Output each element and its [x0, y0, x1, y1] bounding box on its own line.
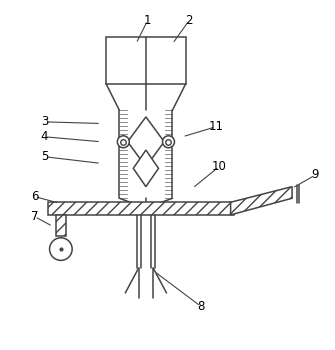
Bar — [48, 202, 234, 215]
Circle shape — [50, 238, 72, 260]
Bar — [106, 37, 186, 84]
Polygon shape — [128, 117, 164, 167]
Text: 4: 4 — [41, 130, 48, 143]
Circle shape — [117, 136, 129, 148]
Text: 11: 11 — [208, 120, 223, 133]
Text: 8: 8 — [197, 300, 204, 313]
Text: 6: 6 — [31, 190, 39, 203]
Text: 2: 2 — [185, 14, 193, 27]
Polygon shape — [133, 150, 158, 187]
Text: 9: 9 — [312, 168, 319, 182]
Circle shape — [162, 136, 175, 148]
Text: 1: 1 — [144, 14, 151, 27]
Text: 10: 10 — [212, 160, 226, 173]
Text: 7: 7 — [31, 210, 39, 223]
Text: 5: 5 — [41, 150, 48, 163]
Polygon shape — [230, 187, 292, 215]
Text: 3: 3 — [41, 116, 48, 128]
Bar — [56, 215, 66, 237]
